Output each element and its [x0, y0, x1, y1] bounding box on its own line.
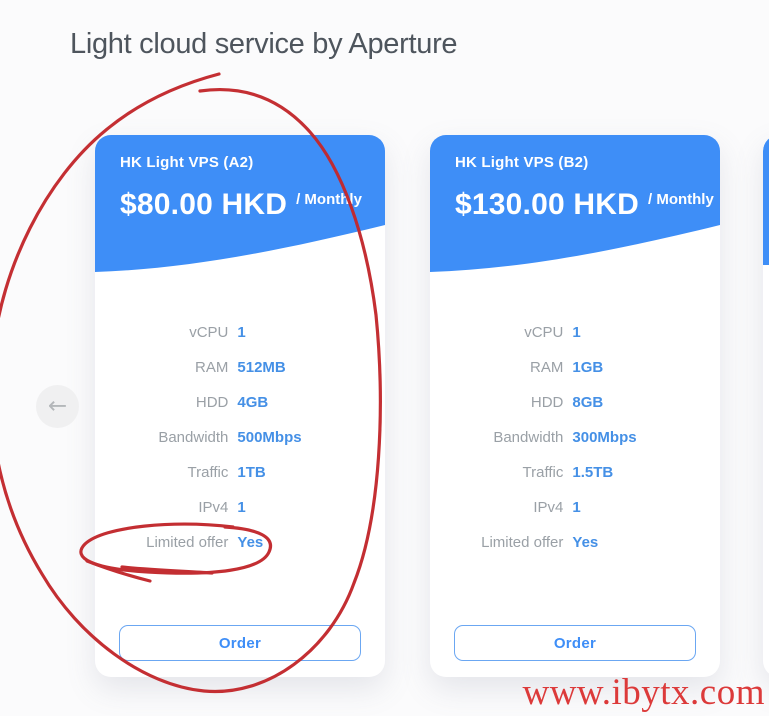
- spec-label: Limited offer: [146, 534, 229, 551]
- plan-name: HK Light VPS (A2): [120, 154, 254, 171]
- carousel-prev-button[interactable]: ←: [36, 385, 79, 428]
- arrow-left-icon: ←: [47, 393, 68, 419]
- spec-row: Bandwidth 500Mbps: [95, 420, 385, 455]
- spec-value: 1TB: [237, 464, 266, 481]
- spec-value: 1: [572, 499, 581, 516]
- order-button-a2[interactable]: Order: [119, 625, 361, 661]
- spec-row: RAM 1GB: [430, 350, 720, 385]
- next-card-header: [763, 135, 769, 265]
- plan-price: $80.00 HKD: [120, 188, 288, 221]
- pricing-card-b2: HK Light VPS (B2) $130.00 HKD / Monthly …: [430, 135, 720, 677]
- spec-value: 1.5TB: [572, 464, 614, 481]
- spec-row: HDD 4GB: [95, 385, 385, 420]
- spec-row: vCPU 1: [430, 315, 720, 350]
- header-wave-shape: [430, 225, 720, 272]
- plan-period: / Monthly: [647, 191, 714, 208]
- card-header: HK Light VPS (B2) $130.00 HKD / Monthly: [430, 135, 720, 272]
- watermark: www.ibytx.com: [522, 672, 765, 713]
- spec-label: RAM: [195, 359, 229, 376]
- spec-row: Traffic 1.5TB: [430, 455, 720, 490]
- spec-row: vCPU 1: [95, 315, 385, 350]
- spec-value: Yes: [237, 534, 264, 551]
- spec-label: IPv4: [533, 499, 564, 516]
- spec-value: 1GB: [572, 359, 604, 376]
- next-card-peek: [763, 135, 769, 677]
- spec-label: Traffic: [187, 464, 229, 481]
- spec-value: 512MB: [237, 359, 286, 376]
- spec-label: IPv4: [198, 499, 229, 516]
- plan-period: / Monthly: [296, 191, 362, 208]
- spec-label: HDD: [195, 394, 229, 411]
- spec-label: vCPU: [189, 324, 229, 341]
- price-row: $130.00 HKD / Monthly: [455, 188, 714, 222]
- pricing-card-a2: HK Light VPS (A2) $80.00 HKD / Monthly v…: [95, 135, 385, 677]
- spec-value: 1: [237, 324, 246, 341]
- spec-label: Bandwidth: [493, 429, 564, 446]
- spec-value: Yes: [572, 534, 599, 551]
- spec-label: HDD: [530, 394, 564, 411]
- spec-row: RAM 512MB: [95, 350, 385, 385]
- plan-price: $130.00 HKD: [455, 188, 639, 221]
- spec-row: Bandwidth 300Mbps: [430, 420, 720, 455]
- spec-value: 8GB: [572, 394, 604, 411]
- header-wave-shape: [95, 225, 385, 272]
- spec-row: IPv4 1: [95, 490, 385, 525]
- spec-row: HDD 8GB: [430, 385, 720, 420]
- card-header: HK Light VPS (A2) $80.00 HKD / Monthly: [95, 135, 385, 272]
- plan-name: HK Light VPS (B2): [455, 154, 589, 171]
- spec-label: Limited offer: [481, 534, 564, 551]
- spec-label: vCPU: [524, 324, 564, 341]
- spec-value: 1: [572, 324, 581, 341]
- spec-label: Bandwidth: [158, 429, 229, 446]
- spec-list: vCPU 1 RAM 512MB HDD 4GB Bandwidth 500Mbps T…: [95, 315, 385, 560]
- spec-row-limited-offer: Limited offer Yes: [430, 525, 720, 560]
- spec-label: RAM: [530, 359, 564, 376]
- price-row: $80.00 HKD / Monthly: [120, 188, 362, 222]
- spec-row-limited-offer: Limited offer Yes: [95, 525, 385, 560]
- spec-value: 4GB: [237, 394, 269, 411]
- spec-list: vCPU 1 RAM 1GB HDD 8GB Bandwidth 300Mbps Tra…: [430, 315, 720, 560]
- spec-value: 500Mbps: [237, 429, 302, 446]
- spec-value: 1: [237, 499, 246, 516]
- spec-value: 300Mbps: [572, 429, 637, 446]
- page-title: Light cloud service by Aperture: [70, 28, 458, 60]
- spec-label: Traffic: [522, 464, 564, 481]
- spec-row: Traffic 1TB: [95, 455, 385, 490]
- order-button-b2[interactable]: Order: [454, 625, 696, 661]
- spec-row: IPv4 1: [430, 490, 720, 525]
